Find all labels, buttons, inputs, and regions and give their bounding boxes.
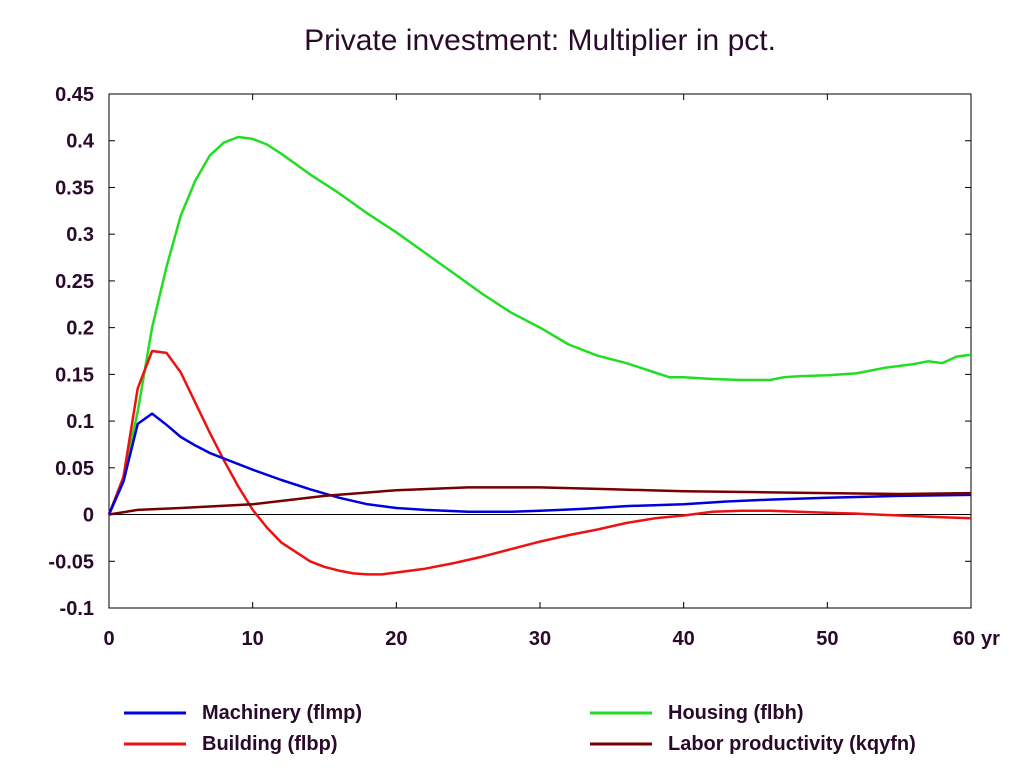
y-tick-label: 0 — [83, 505, 94, 527]
x-tick-label: 60 — [953, 628, 975, 650]
legend-label-building: Building (flbp) — [202, 733, 338, 755]
legend-item-housing: Housing (flbh) — [590, 702, 804, 724]
y-tick-label: 0.35 — [55, 177, 94, 199]
series-line-housing — [107, 135, 972, 515]
x-unit-label: yr — [981, 628, 1000, 650]
y-tick-label: 0.2 — [66, 318, 94, 340]
y-axis: -0.1 -0.05 0 0.05 0.1 0.15 0.2 0.25 0.3 0.35 0.4 0.… — [48, 84, 971, 620]
y-tick-label: 0.15 — [55, 364, 94, 386]
legend-item-machinery: Machinery (flmp) — [124, 702, 362, 724]
legend: Machinery (flmp) Housing (flbh) Building… — [124, 702, 916, 755]
y-tick-label: -0.1 — [60, 598, 94, 620]
y-tick-label: 0.05 — [55, 458, 94, 480]
legend-item-building: Building (flbp) — [124, 733, 338, 755]
y-tick-label: 0.45 — [55, 84, 94, 106]
series-line-labor-productivity — [108, 486, 972, 516]
y-tick-label: 0.1 — [66, 411, 94, 433]
x-tick-label: 50 — [816, 628, 838, 650]
plot-area — [108, 93, 972, 609]
series-line-machinery — [107, 412, 972, 516]
y-tick-label: 0.3 — [66, 224, 94, 246]
y-tick-label: 0.25 — [55, 271, 94, 293]
x-tick-label: 30 — [529, 628, 551, 650]
x-tick-label: 20 — [385, 628, 407, 650]
legend-label-housing: Housing (flbh) — [668, 702, 804, 724]
series-layer — [107, 135, 972, 576]
legend-item-labor-productivity: Labor productivity (kqyfn) — [590, 733, 916, 755]
legend-label-labor-productivity: Labor productivity (kqyfn) — [668, 733, 916, 755]
x-tick-label: 10 — [242, 628, 264, 650]
x-tick-label: 0 — [103, 628, 114, 650]
x-axis: yr 0 10 20 30 40 50 60 — [103, 94, 1000, 650]
x-tick-label: 40 — [673, 628, 695, 650]
chart-title: Private investment: Multiplier in pct. — [304, 24, 776, 57]
plot-frame — [108, 93, 972, 609]
legend-label-machinery: Machinery (flmp) — [202, 702, 362, 724]
y-tick-label: -0.05 — [48, 551, 94, 573]
y-tick-label: 0.4 — [66, 131, 95, 153]
series-line-building — [107, 349, 972, 576]
